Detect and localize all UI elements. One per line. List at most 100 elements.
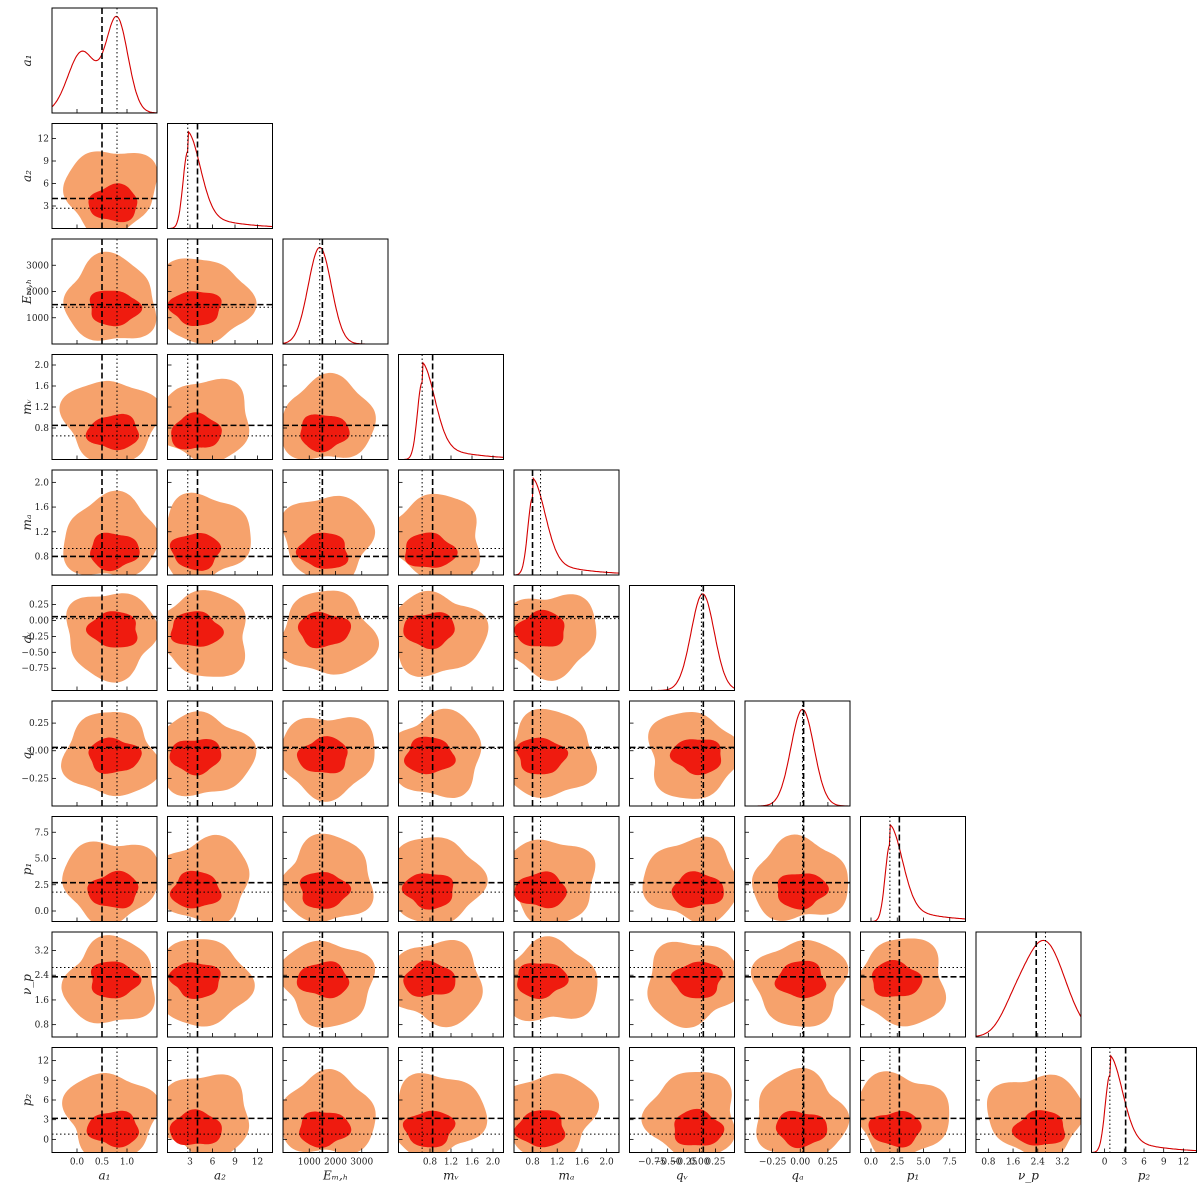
marginal-curve <box>52 15 157 113</box>
x-tick-label: 3.2 <box>1055 1158 1069 1168</box>
marginal-curve <box>283 246 388 344</box>
panel-5-3 <box>398 585 504 691</box>
panel-frame <box>744 700 851 807</box>
x-tick-label: −0.75 <box>638 1158 666 1168</box>
x-axis-label: a₂ <box>214 1169 226 1183</box>
x-tick-label: 2.0 <box>599 1158 614 1168</box>
contour-68 <box>402 1110 456 1148</box>
y-axis-label: Eₘ,ₕ <box>20 279 34 305</box>
y-tick-label: 1.2 <box>35 403 49 413</box>
panel-frame <box>1091 1047 1197 1153</box>
contour-68 <box>868 1110 922 1148</box>
panel-7-6 <box>744 816 851 922</box>
y-tick-label: 1.6 <box>35 382 50 392</box>
panel-4-2 <box>282 469 389 576</box>
y-tick-label: 0.8 <box>35 424 50 434</box>
panel-frame <box>51 700 158 807</box>
x-tick-label: 1.2 <box>550 1158 564 1168</box>
panel-frame <box>167 700 273 807</box>
panel-7-4 <box>513 816 620 922</box>
panel-7-1 <box>167 816 273 922</box>
panel-frame <box>629 931 735 1038</box>
x-axis-label: p₂ <box>1138 1169 1151 1183</box>
panel-frame <box>513 816 620 922</box>
panel-frame <box>744 931 851 1038</box>
panel-2-2 <box>282 238 389 345</box>
y-axis-label: a₁ <box>20 55 34 67</box>
y-axis-label: qₐ <box>20 747 34 759</box>
x-tick-label: 3000 <box>350 1158 373 1168</box>
x-tick-label: 3 <box>1121 1158 1127 1168</box>
panel-9-4: 0.8 1.2 1.6 2.0 <box>513 1047 620 1168</box>
contour-68 <box>403 612 455 650</box>
panel-3-0: 0.8 1.2 1.6 2.0 <box>35 354 158 460</box>
y-axis-label: p₂ <box>20 1094 34 1107</box>
panel-7-7 <box>860 816 966 922</box>
x-axis-label: a₁ <box>99 1169 111 1183</box>
x-tick-label: −0.25 <box>759 1158 787 1168</box>
y-tick-label: 9 <box>43 1076 49 1086</box>
panel-4-4 <box>513 469 620 576</box>
panel-6-4 <box>513 700 620 807</box>
contour-68 <box>169 533 222 571</box>
y-tick-label: 2.0 <box>35 361 50 371</box>
panel-6-2 <box>282 700 389 807</box>
y-tick-label: 1.6 <box>35 996 50 1006</box>
panel-1-1 <box>167 123 273 229</box>
x-tick-label: 0.8 <box>981 1158 996 1168</box>
panel-frame <box>51 931 158 1038</box>
panel-8-5 <box>629 931 735 1038</box>
panel-5-0: −0.75 −0.50 −0.25 0.00 0.25 <box>21 585 158 691</box>
y-tick-label: 0 <box>43 1135 49 1145</box>
contour-68 <box>514 1110 566 1148</box>
contour-68 <box>295 532 349 569</box>
x-tick-label: 0.25 <box>818 1158 838 1168</box>
panel-frame <box>744 816 851 922</box>
panel-frame <box>167 585 273 691</box>
contour-68 <box>89 290 143 327</box>
y-tick-label: 0.8 <box>35 552 50 562</box>
y-tick-label: 1.2 <box>35 528 49 538</box>
panel-frame <box>51 585 158 691</box>
y-tick-label: −0.25 <box>21 632 49 642</box>
panel-8-8 <box>975 931 1082 1038</box>
contour-68 <box>299 872 352 909</box>
contour-68 <box>88 183 138 223</box>
marginal-curve <box>1091 1054 1197 1153</box>
panel-1-0: 3 6 9 12 <box>38 123 158 229</box>
contour-68 <box>167 291 222 326</box>
x-tick-label: 9 <box>1161 1158 1167 1168</box>
panel-frame <box>51 469 158 576</box>
panel-2-0: 1000 2000 3000 <box>26 238 158 345</box>
x-tick-label: 7.5 <box>943 1158 958 1168</box>
panel-3-3 <box>398 354 504 460</box>
y-tick-label: 6 <box>43 1096 49 1106</box>
x-axis-label: mᵥ <box>443 1169 459 1183</box>
marginal-curve <box>629 593 735 691</box>
panel-frame <box>282 238 389 345</box>
y-tick-label: 0.00 <box>29 747 49 757</box>
y-tick-label: 0.00 <box>29 617 49 627</box>
panel-7-2 <box>282 816 389 922</box>
contour-68 <box>90 961 142 999</box>
panel-4-3 <box>398 469 504 576</box>
x-tick-label: 5.0 <box>916 1158 931 1168</box>
x-tick-label: 1.2 <box>444 1158 458 1168</box>
panel-frame <box>513 700 620 807</box>
panel-9-3: 0.8 1.2 1.6 2.0 <box>398 1047 504 1168</box>
y-tick-label: −0.75 <box>21 664 49 674</box>
x-tick-label: 1.6 <box>575 1158 590 1168</box>
panel-8-6 <box>744 931 851 1038</box>
contour-68 <box>168 962 221 999</box>
y-tick-label: 1000 <box>26 314 49 324</box>
contour-68 <box>171 412 222 450</box>
panel-9-5: −0.75−0.50−0.250.000.25 <box>629 1047 735 1168</box>
panel-frame <box>51 816 158 922</box>
x-tick-label: 0.5 <box>95 1158 110 1168</box>
y-tick-label: 2.4 <box>35 971 50 981</box>
panel-9-0: 0.0 0.5 1.0 0 3 6 9 12 <box>38 1047 158 1168</box>
y-axis-label: a₂ <box>20 170 34 182</box>
contour-68 <box>85 413 140 451</box>
panel-frame <box>629 585 735 691</box>
contour-68 <box>170 611 224 647</box>
